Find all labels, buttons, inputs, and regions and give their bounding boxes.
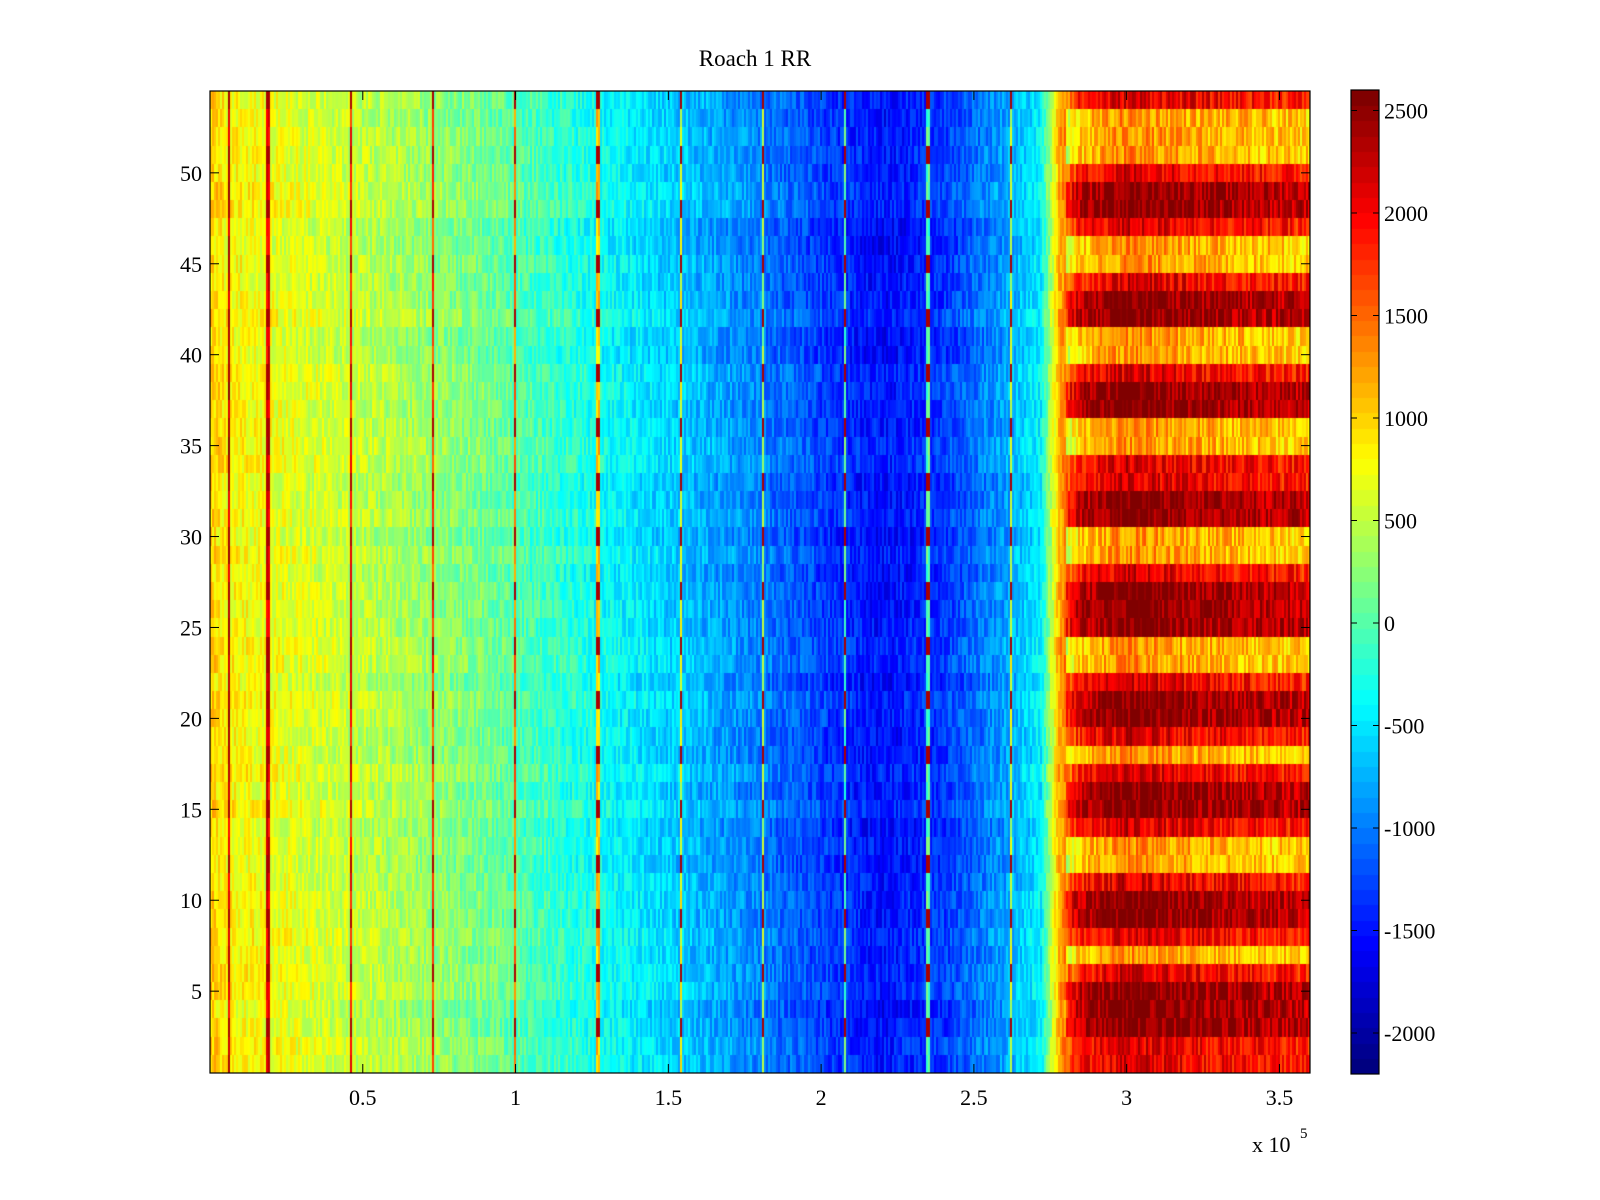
y-tick-label: 5 [191, 979, 202, 1004]
colorbar-tick-label: 1000 [1384, 406, 1428, 431]
colorbar-axis: 2500 2000 1500 1000 500 0 -500 -1000 -1500 -2000 [1351, 99, 1435, 1046]
x-tick-label: 0.5 [349, 1085, 377, 1110]
x-multiplier-base: x 10 [1252, 1132, 1291, 1157]
colorbar-tick-label: -500 [1384, 714, 1424, 739]
x-tick-label: 1.5 [655, 1085, 683, 1110]
y-tick-label: 25 [180, 615, 202, 640]
colorbar-tick-label: -2000 [1384, 1021, 1435, 1046]
colorbar-frame [1350, 89, 1380, 1075]
y-tick-label: 15 [180, 797, 202, 822]
x-axis-multiplier: x 10 5 [1252, 1126, 1308, 1157]
y-axis: 5 10 15 20 25 30 35 40 45 50 [180, 161, 1310, 1004]
x-tick-label: 3.5 [1266, 1085, 1294, 1110]
colorbar-tick-label: -1000 [1384, 816, 1435, 841]
heatmap-image [210, 91, 1310, 1073]
y-tick-label: 20 [180, 706, 202, 731]
colorbar-tick-label: -1500 [1384, 919, 1435, 944]
y-tick-label: 30 [180, 525, 202, 550]
colorbar-gradient [1351, 90, 1379, 1074]
x-tick-label: 1 [510, 1085, 521, 1110]
colorbar-tick-label: 2000 [1384, 201, 1428, 226]
plot-area [209, 90, 1311, 1074]
y-tick-label: 45 [180, 252, 202, 277]
y-tick-label: 40 [180, 343, 202, 368]
x-tick-label: 2.5 [960, 1085, 988, 1110]
colorbar-tick-label: 0 [1384, 611, 1395, 636]
x-tick-label: 2 [816, 1085, 827, 1110]
colorbar: 2500 2000 1500 1000 500 0 -500 -1000 -1500 -2000 [1350, 89, 1435, 1075]
colorbar-tick-label: 500 [1384, 509, 1417, 534]
y-tick-label: 35 [180, 434, 202, 459]
y-tick-label: 50 [180, 161, 202, 186]
chart-title: Roach 1 RR [699, 46, 812, 71]
x-tick-label: 3 [1121, 1085, 1132, 1110]
colorbar-tick-label: 1500 [1384, 304, 1428, 329]
x-axis: 0.5 1 1.5 2 2.5 3 3.5 [349, 91, 1293, 1110]
y-tick-label: 10 [180, 888, 202, 913]
x-multiplier-exponent: 5 [1300, 1126, 1308, 1142]
colorbar-tick-label: 2500 [1384, 99, 1428, 124]
plot-frame [209, 90, 1311, 1074]
